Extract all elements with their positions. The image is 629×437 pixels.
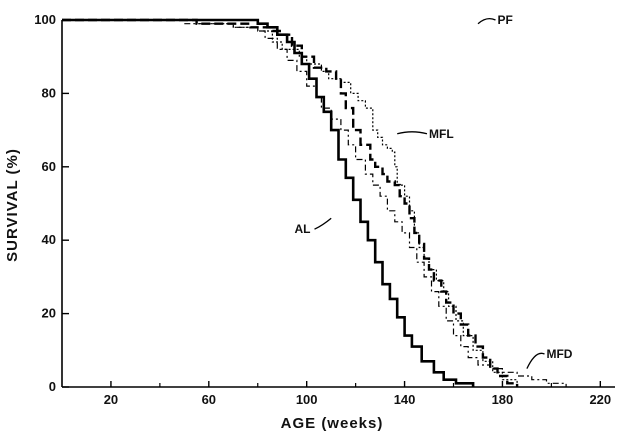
series-line-mfl xyxy=(62,19,518,387)
annotation-label-mfl: MFL xyxy=(429,127,454,141)
annotations: PF MFL AL MFD xyxy=(294,13,573,369)
axes: 0 20 40 60 80 100 20 60 100 140 180 220 xyxy=(34,12,615,407)
y-tick-label: 60 xyxy=(42,159,56,174)
x-tick-label: 180 xyxy=(492,392,514,407)
series-line-al xyxy=(62,18,475,387)
y-axis-title: SURVIVAL (%) xyxy=(4,148,21,262)
annotation-leader-mfd xyxy=(526,352,545,369)
x-tick-label: 60 xyxy=(202,392,216,407)
y-tick-label: 40 xyxy=(42,232,56,247)
series-layer xyxy=(62,18,567,387)
annotation-label-al: AL xyxy=(294,222,310,236)
annotation-label-pf: PF xyxy=(498,13,513,27)
x-tick-label: 220 xyxy=(589,392,611,407)
y-tick-label: 20 xyxy=(42,306,56,321)
annotation-leader-pf xyxy=(477,17,496,25)
series-line-pf xyxy=(62,18,519,387)
series-line-mfd xyxy=(62,19,567,387)
annotation-label-mfd: MFD xyxy=(546,347,572,361)
x-tick-label: 140 xyxy=(394,392,416,407)
x-axis-title: AGE (weeks) xyxy=(281,415,384,432)
annotation-leader-al xyxy=(314,217,332,230)
y-tick-label: 100 xyxy=(34,12,56,27)
y-tick-label: 0 xyxy=(49,379,56,394)
y-tick-label: 80 xyxy=(42,85,56,100)
x-tick-label: 20 xyxy=(104,392,118,407)
annotation-leader-mfl xyxy=(397,131,428,135)
x-tick-label: 100 xyxy=(296,392,318,407)
